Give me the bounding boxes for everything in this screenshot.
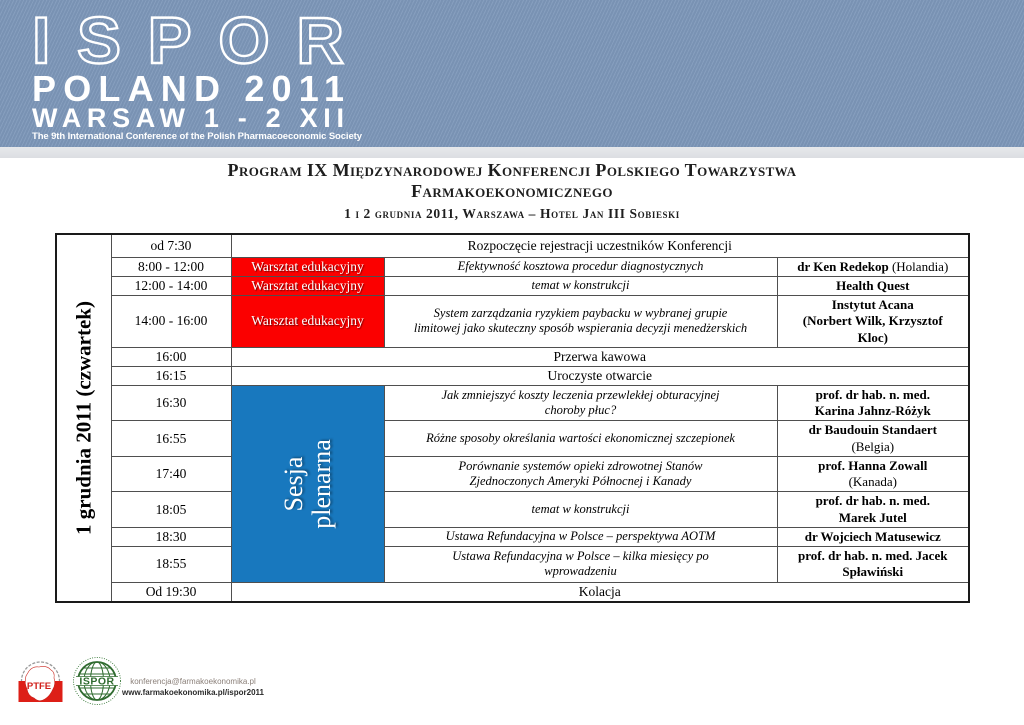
speaker-cell: prof. Hanna Zowall (Kanada): [776, 455, 970, 493]
footer-contact: konferencja@farmakoekonomika.pl www.farm…: [118, 676, 268, 698]
speaker-name: dr Ken Redekop: [797, 258, 889, 274]
ptfe-label: PTFE: [27, 681, 51, 692]
logo-warsaw-text: WARSAW 1 - 2 XII: [32, 103, 344, 133]
time-cell: 16:30: [110, 384, 232, 422]
speaker-note: (Holandia): [888, 258, 949, 274]
contact-email: konferencja@farmakoekonomika.pl: [130, 677, 256, 686]
time-cell: 8:00 - 12:00: [110, 256, 232, 277]
schedule: 1 grudnia 2011 (czwartek) od 7:30 Rozpoczę…: [55, 233, 971, 603]
event-cell: Uroczyste otwarcie: [230, 365, 970, 386]
contact-website: www.farmakoekonomika.pl/ispor2011: [122, 688, 264, 697]
topic-cell: Efektywność kosztowa procedur diagnostyc…: [383, 256, 778, 277]
time-cell: 16:55: [110, 420, 232, 457]
time-cell: 18:05: [110, 491, 232, 528]
schedule-table: 1 grudnia 2011 (czwartek) od 7:30 Rozpoczę…: [55, 233, 971, 603]
topic-cell: temat w konstrukcji: [383, 491, 778, 528]
speaker-name: dr Wojciech Matusewicz: [804, 528, 941, 544]
speaker-cell: dr Ken Redekop (Holandia): [776, 256, 970, 277]
schedule-row: 17:40 Porównanie systemów opieki zdrowotn…: [56, 455, 970, 493]
ptfe-logo-icon: PTFE: [18, 661, 63, 702]
schedule-row: 18:55 Ustawa Refundacyjna w Polsce – kilk…: [56, 546, 970, 583]
schedule-row: 8:00 - 12:00 Warsztat edukacyjny Efektywno…: [56, 256, 970, 277]
ispor-logotype: ISPOR POLAND 2011 WARSAW 1 - 2 XII The 9…: [31, 2, 363, 142]
speaker-name: prof. dr hab. n. med. Karina Jahnz-Różyk: [814, 386, 931, 418]
logo-ispor-outline-text: ISPOR: [32, 3, 344, 77]
speaker-name: prof. dr hab. n. med. Marek Jutel: [815, 493, 930, 525]
time-cell: 18:30: [110, 526, 232, 548]
schedule-row: 1 grudnia 2011 (czwartek) od 7:30 Rozpoczę…: [55, 233, 970, 602]
workshop-badge: Warsztat edukacyjny: [230, 295, 385, 348]
plenary-session-label: Sesja plenarna: [278, 438, 336, 529]
day-column-cell: 1 grudnia 2011 (czwartek): [55, 233, 112, 602]
schedule-row: 16:55 Różne sposoby określania wartości e…: [56, 420, 970, 457]
banner-divider-strip: [0, 147, 1024, 158]
time-cell: 14:00 - 16:00: [110, 295, 232, 348]
speaker-cell: dr Wojciech Matusewicz: [776, 526, 970, 548]
page-subtitle: 1 i 2 grudnia 2011, Warszawa – Hotel Jan…: [344, 206, 680, 221]
plenary-session-cell: Sesja plenarna: [230, 384, 385, 583]
schedule-body: 1 grudnia 2011 (czwartek) od 7:30 Rozpoczę…: [55, 233, 970, 602]
speaker-name: prof. dr hab. n. med. Jacek Spławiński: [798, 548, 948, 580]
time-cell: 17:40: [110, 455, 232, 493]
event-cell: Rozpoczęcie rejestracji uczestników Konf…: [230, 233, 970, 258]
speaker-note: (Kanada): [848, 474, 897, 489]
time-cell: 16:15: [110, 365, 232, 386]
workshop-badge: Warsztat edukacyjny: [230, 256, 385, 277]
page-title-line1: Program IX Międzynarodowej Konferencji P…: [227, 160, 797, 180]
speaker-cell: dr Baudouin Standaert (Belgia): [776, 420, 970, 457]
speaker-name: dr Baudouin Standaert: [808, 422, 937, 438]
footer: PTFE ISPOR konferencja@farmakoekonomika.…: [0, 650, 1024, 720]
speaker-cell: prof. dr hab. n. med. Jacek Spławiński: [776, 546, 970, 583]
ispor-society-logo-icon: ISPOR: [73, 657, 121, 705]
speaker-name: prof. Hanna Zowall: [818, 457, 928, 473]
ispor-label: ISPOR: [79, 675, 114, 687]
event-cell: Kolacja: [230, 581, 970, 602]
schedule-row: 16:30 Sesja plenarna Jak zmniejszyć koszty…: [56, 384, 970, 583]
schedule-row: 12:00 - 14:00 Warsztat edukacyjny temat w …: [56, 275, 970, 297]
topic-cell: Ustawa Refundacyjna w Polsce – kilka mie…: [383, 546, 778, 583]
event-cell: Przerwa kawowa: [230, 346, 970, 367]
time-cell: 18:55: [110, 546, 232, 583]
topic-cell: Porównanie systemów opieki zdrowotnej St…: [383, 455, 778, 493]
speaker-cell: Instytut Acana (Norbert Wilk, Krzysztof …: [776, 295, 970, 348]
speaker-note: (Belgia): [851, 438, 895, 454]
time-cell: Od 19:30: [110, 581, 232, 602]
schedule-row: 18:30 Ustawa Refundacyjna w Polsce – pers…: [56, 526, 970, 548]
banner: ISPOR POLAND 2011 WARSAW 1 - 2 XII The 9…: [0, 0, 1024, 147]
day-label: 1 grudnia 2011 (czwartek): [71, 300, 96, 535]
schedule-row: Od 19:30 Kolacja: [56, 581, 970, 602]
title-block: Program IX Międzynarodowej Konferencji P…: [0, 160, 1024, 223]
topic-cell: System zarządzania ryzykiem paybacku w w…: [383, 295, 778, 348]
speaker-cell: prof. dr hab. n. med. Marek Jutel: [776, 491, 970, 528]
speaker-cell: Health Quest: [776, 275, 970, 297]
schedule-row: 18:05 temat w konstrukcji prof. dr hab. n.…: [56, 491, 970, 528]
topic-cell: Różne sposoby określania wartości ekonom…: [383, 420, 778, 457]
topic-cell: Ustawa Refundacyjna w Polsce – perspekty…: [383, 526, 778, 548]
page-title-line2: Farmakoekonomicznego: [411, 181, 613, 201]
topic-cell: Jak zmniejszyć koszty leczenia przewlekł…: [383, 384, 778, 422]
topic-cell: temat w konstrukcji: [383, 275, 778, 297]
time-cell: 12:00 - 14:00: [110, 275, 232, 297]
logo-subtitle-text: The 9th International Conference of the …: [32, 131, 363, 142]
schedule-row: 16:15 Uroczyste otwarcie: [56, 365, 970, 386]
schedule-row: 14:00 - 16:00 Warsztat edukacyjny System z…: [56, 295, 970, 348]
speaker-cell: prof. dr hab. n. med. Karina Jahnz-Różyk: [776, 384, 970, 422]
time-cell: od 7:30: [110, 233, 232, 258]
speaker-name: Health Quest: [836, 277, 910, 293]
workshop-badge: Warsztat edukacyjny: [230, 275, 385, 297]
time-cell: 16:00: [110, 346, 232, 367]
speaker-name: Instytut Acana (Norbert Wilk, Krzysztof …: [802, 297, 943, 345]
schedule-row: 16:00 Przerwa kawowa: [56, 346, 970, 367]
